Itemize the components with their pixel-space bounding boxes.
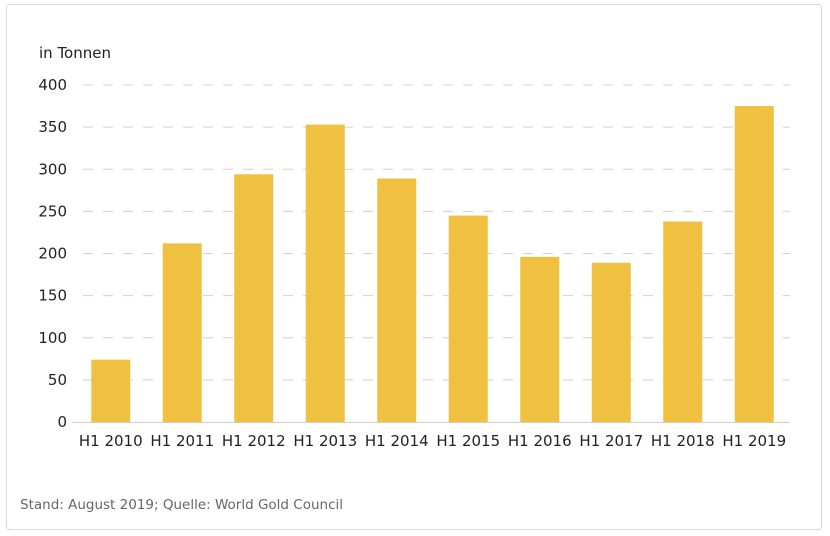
x-tick-label: H1 2019 — [722, 432, 786, 450]
y-tick-label: 350 — [38, 118, 67, 136]
x-axis-ticks: H1 2010 H1 2011 H1 2012 H1 2013 H1 2014 H1 20… — [79, 432, 786, 450]
x-tick-label: H1 2011 — [150, 432, 214, 450]
bar-h1-2017 — [591, 262, 631, 422]
y-tick-label: 150 — [38, 287, 67, 305]
bar-h1-2012 — [234, 174, 274, 422]
bar-h1-2011 — [162, 243, 202, 422]
x-tick-label: H1 2015 — [436, 432, 500, 450]
source-footnote: Stand: August 2019; Quelle: World Gold C… — [20, 497, 343, 513]
x-tick-label: H1 2010 — [79, 432, 143, 450]
bars — [91, 106, 774, 422]
x-tick-label: H1 2014 — [365, 432, 429, 450]
bar-h1-2019 — [734, 106, 774, 422]
x-tick-label: H1 2017 — [579, 432, 643, 450]
x-tick-label: H1 2018 — [651, 432, 715, 450]
y-axis-unit-label: in Tonnen — [39, 44, 111, 62]
y-tick-label: 50 — [48, 371, 67, 389]
y-tick-label: 100 — [38, 329, 67, 347]
y-tick-label: 250 — [38, 202, 67, 220]
bar-h1-2015 — [448, 215, 488, 422]
bar-h1-2014 — [377, 178, 417, 422]
bar-h1-2018 — [663, 221, 703, 422]
y-tick-label: 0 — [57, 413, 67, 431]
y-tick-label: 400 — [38, 76, 67, 94]
x-tick-label: H1 2016 — [508, 432, 572, 450]
x-tick-label: H1 2012 — [222, 432, 286, 450]
bar-h1-2016 — [520, 256, 560, 422]
x-tick-label: H1 2013 — [293, 432, 357, 450]
bar-h1-2010 — [91, 359, 131, 422]
y-axis-ticks: 0 50 100 150 200 250 300 350 400 — [38, 76, 67, 431]
bar-h1-2013 — [305, 124, 345, 422]
y-tick-label: 300 — [38, 160, 67, 178]
y-tick-label: 200 — [38, 245, 67, 263]
